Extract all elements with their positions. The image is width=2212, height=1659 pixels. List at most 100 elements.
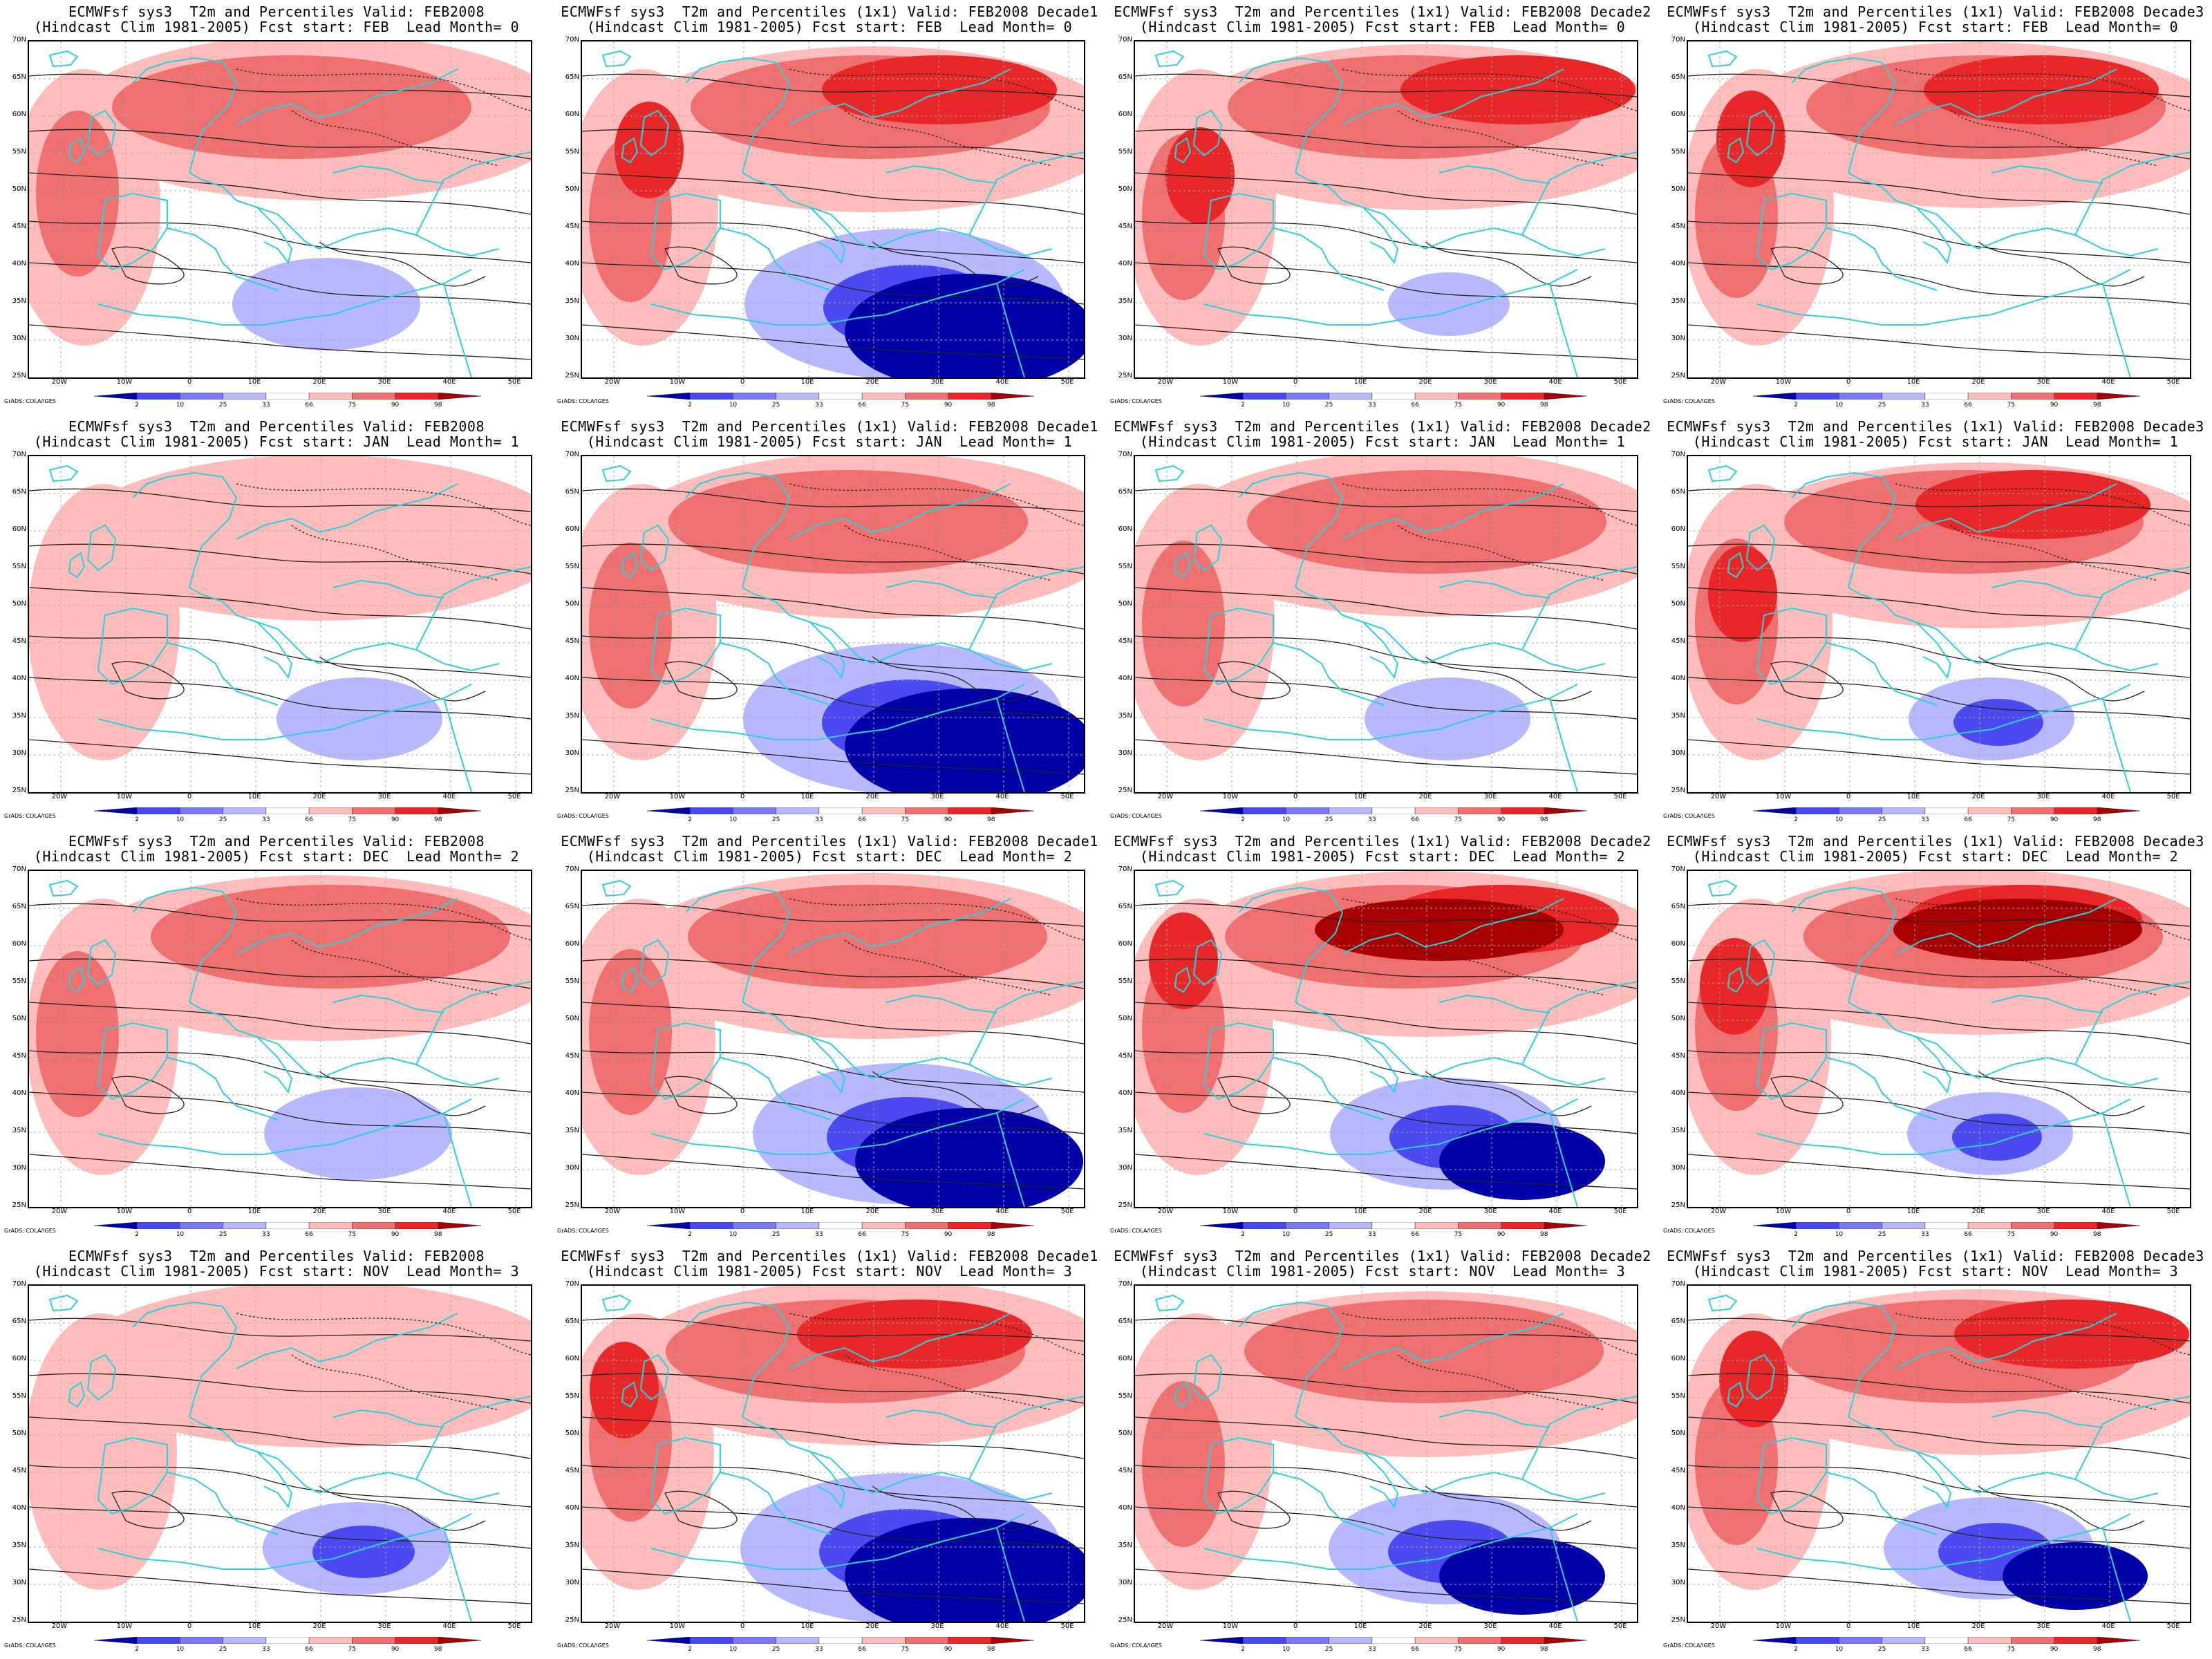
colorbar-label: 10 bbox=[176, 1646, 185, 1653]
negative-contour bbox=[1895, 898, 2190, 941]
colorbar-swatch bbox=[905, 807, 948, 814]
temperature-contour bbox=[582, 1050, 1084, 1093]
longitude-label: 40E bbox=[995, 1622, 1009, 1630]
anomaly-map bbox=[582, 1286, 1084, 1622]
colorbar-swatch bbox=[1200, 1222, 1244, 1229]
longitude-label: 20W bbox=[1710, 378, 1727, 386]
latitude-label: 65N bbox=[1118, 1318, 1132, 1325]
colorbar-label: 98 bbox=[434, 816, 442, 823]
panel-title-line2: (Hindcast Clim 1981-2005) Fcst start: NO… bbox=[1692, 1263, 2179, 1280]
negative-contour bbox=[1397, 939, 1606, 996]
latitude-label: 30N bbox=[565, 749, 579, 757]
colorbar-label: 25 bbox=[218, 1646, 227, 1653]
colorbar-swatch bbox=[991, 807, 1034, 814]
negative-contour bbox=[844, 939, 1053, 996]
colorbar-label: 25 bbox=[771, 402, 780, 409]
coastline bbox=[1915, 1451, 1952, 1509]
colorbar-swatch bbox=[689, 807, 733, 814]
latitude-label: 25N bbox=[1118, 372, 1132, 379]
coastline bbox=[906, 1098, 1025, 1138]
coastline bbox=[86, 524, 117, 572]
latitude-label: 60N bbox=[1118, 1355, 1132, 1362]
grads-credit: GrADS: COLA/IGES bbox=[557, 1642, 609, 1649]
temperature-contour bbox=[582, 1154, 1084, 1190]
longitude-label: 30E bbox=[930, 378, 944, 386]
coastline bbox=[906, 269, 1025, 308]
longitude-label: 0 bbox=[1293, 1622, 1298, 1630]
temperature-contour bbox=[29, 324, 531, 360]
colorbar-label: 90 bbox=[1497, 816, 1506, 823]
coastline bbox=[885, 1409, 997, 1428]
colorbar-label: 75 bbox=[1454, 1231, 1463, 1238]
colorbar-label: 2 bbox=[1241, 816, 1246, 823]
colorbar-label: 90 bbox=[391, 816, 400, 823]
temperature-contour bbox=[872, 656, 1039, 702]
longitude-label: 20W bbox=[604, 378, 621, 386]
coastline bbox=[1203, 607, 1274, 686]
coastline bbox=[353, 684, 472, 723]
longitude-label: 10W bbox=[669, 1208, 686, 1215]
latitude-label: 60N bbox=[12, 940, 26, 948]
map-area bbox=[581, 870, 1085, 1208]
coastline bbox=[1342, 483, 1564, 540]
colorbar-label: 75 bbox=[1454, 816, 1463, 823]
longitude-label: 0 bbox=[1293, 378, 1298, 386]
colorbar-label: 33 bbox=[1368, 1646, 1376, 1653]
coastline bbox=[789, 1313, 1011, 1369]
latitude-label: 45N bbox=[1118, 637, 1132, 645]
colorbar-label: 75 bbox=[901, 402, 910, 409]
latitude-label: 40N bbox=[1118, 1089, 1132, 1097]
temperature-contour bbox=[1217, 661, 1291, 700]
colorbar-label: 98 bbox=[987, 402, 995, 409]
temperature-contour bbox=[1688, 1506, 2190, 1549]
colorbar-swatch bbox=[991, 1637, 1034, 1644]
temperature-contour bbox=[1978, 241, 2145, 287]
longitude-label: 40E bbox=[1548, 793, 1562, 800]
longitude-label: 50E bbox=[1613, 1622, 1627, 1630]
temperature-contour bbox=[1135, 635, 1637, 678]
anomaly-map bbox=[1688, 41, 2190, 377]
colorbar-label: 10 bbox=[1835, 1231, 1844, 1238]
longitude-label: 20E bbox=[865, 1208, 879, 1215]
coastline bbox=[256, 621, 293, 679]
negative-contour bbox=[789, 1313, 1084, 1356]
latitude-label: 40N bbox=[565, 675, 579, 682]
colorbar-label: 90 bbox=[391, 1231, 400, 1238]
colorbar-swatch bbox=[776, 807, 820, 814]
coastline bbox=[621, 966, 639, 993]
colorbar-swatch bbox=[861, 807, 906, 814]
colorbar-label: 10 bbox=[1282, 1646, 1291, 1653]
longitude-label: 30E bbox=[930, 793, 944, 800]
percentile-colorbar bbox=[1753, 1637, 2140, 1644]
colorbar-swatch bbox=[2097, 1222, 2140, 1229]
longitude-label: 0 bbox=[740, 1208, 745, 1215]
map-area bbox=[1134, 40, 1638, 379]
colorbar-label: 98 bbox=[1540, 816, 1548, 823]
temperature-contour bbox=[1688, 1373, 2190, 1404]
colorbar-swatch bbox=[861, 393, 906, 400]
warm-anomaly-area bbox=[36, 951, 119, 1117]
latitude-label: 25N bbox=[565, 787, 579, 794]
latitude-label: 35N bbox=[1118, 1127, 1132, 1134]
temperature-contour bbox=[1135, 1050, 1637, 1093]
temperature-contour bbox=[29, 543, 531, 574]
colorbar-label: 2 bbox=[1241, 1231, 1246, 1238]
colorbar-label: 90 bbox=[2050, 1646, 2059, 1653]
colorbar-swatch bbox=[818, 1222, 863, 1229]
longitude-label: 20E bbox=[1971, 1622, 1985, 1630]
coastline bbox=[1192, 524, 1223, 572]
cold-anomaly-area bbox=[1439, 1537, 1605, 1615]
temperature-contour bbox=[582, 1373, 1084, 1404]
longitude-label: 20W bbox=[51, 793, 68, 800]
map-panel: ECMWFsf sys3 T2m and Percentiles (1x1) V… bbox=[1106, 415, 1659, 830]
temperature-contour bbox=[1688, 739, 2190, 775]
coastline bbox=[809, 621, 846, 679]
coastline bbox=[685, 886, 791, 1003]
latitude-label: 60N bbox=[1671, 1355, 1685, 1362]
coastline bbox=[1362, 1451, 1399, 1509]
latitude-label: 70N bbox=[12, 36, 26, 44]
warm-anomaly-area bbox=[1149, 912, 1218, 1009]
map-panel: ECMWFsf sys3 T2m and Percentiles (1x1) V… bbox=[553, 830, 1106, 1244]
latitude-label: 40N bbox=[12, 260, 26, 268]
colorbar-label: 98 bbox=[2093, 816, 2101, 823]
